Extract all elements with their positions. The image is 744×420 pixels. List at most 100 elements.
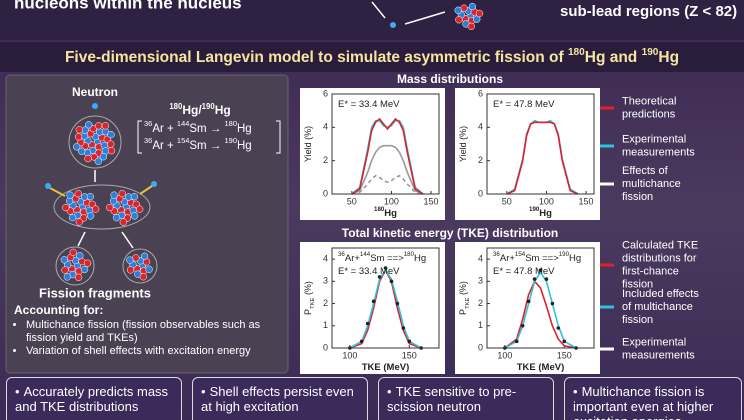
nucleon — [69, 248, 77, 256]
y-tick-label: 1 — [323, 320, 328, 330]
neutron — [92, 103, 98, 109]
nucleon — [130, 212, 139, 220]
nucleon — [140, 252, 149, 260]
legend-line: fission — [622, 278, 653, 290]
nucleon — [66, 191, 74, 199]
conclusion: TKE sensitive to pre-scission neutron — [378, 377, 554, 420]
reaction: 36Ar + 154Sm → 190Hg — [144, 136, 252, 152]
arrow — [121, 231, 134, 249]
scission-outline — [53, 184, 151, 230]
series-line — [506, 121, 579, 195]
legend-line: Calculated TKE — [622, 239, 698, 251]
data-point — [532, 277, 537, 281]
neutron-path — [139, 185, 153, 195]
y-tick-label: 1 — [478, 320, 483, 330]
text-part: Hg — [414, 253, 426, 264]
y-tick-label: 6 — [478, 88, 483, 98]
data-point — [550, 301, 555, 306]
x-axis-label: TKE (MeV) — [517, 362, 565, 373]
x-tick-label: 100 — [384, 196, 399, 206]
neutron-path — [49, 187, 66, 197]
neutron — [390, 22, 396, 28]
data-point — [526, 299, 531, 304]
nucleon — [99, 153, 108, 161]
series-line — [351, 144, 424, 195]
legend-line: Experimental — [622, 336, 686, 348]
text-part: 190 — [529, 206, 540, 213]
data-point — [365, 321, 370, 326]
nucleon — [467, 22, 475, 31]
neutron — [151, 181, 157, 187]
conclusion: Multichance fission is important even at… — [564, 377, 742, 420]
nucleon — [63, 273, 71, 281]
nucleon — [94, 122, 103, 130]
nucleon — [119, 218, 127, 226]
legend-line: Theoretical — [622, 95, 676, 107]
x-axis-label: TKE (MeV) — [362, 362, 410, 373]
text-part: Yield (%) — [458, 126, 468, 162]
nucleon — [68, 213, 77, 222]
accounting-title: Accounting for: — [14, 303, 104, 317]
conclusion: Shell effects persist even at high excit… — [192, 377, 368, 420]
nucleon — [454, 6, 462, 14]
data-point — [395, 301, 400, 306]
y-axis-label: Yield (%) — [458, 126, 468, 162]
y-tick-label: 2 — [323, 298, 328, 308]
text-part: 154 — [515, 251, 526, 258]
nucleon — [74, 273, 83, 281]
y-tick-label: 2 — [323, 155, 328, 165]
nucleon — [126, 256, 134, 264]
y-tick-label: 0 — [323, 342, 328, 352]
arrow — [371, 1, 386, 19]
legend-line: Effects of — [622, 165, 669, 177]
legend-line: distributions for — [622, 252, 697, 264]
nucleon — [94, 157, 102, 165]
nucleon — [145, 265, 153, 273]
nucleon — [92, 205, 100, 213]
y-tick-label: 3 — [478, 276, 483, 286]
data-point — [383, 266, 388, 270]
title: Five-dimensional Langevin model to simul… — [65, 47, 679, 66]
text-part: E* = 33.4 MeV — [338, 266, 400, 277]
text-part: Sm ==> — [370, 253, 404, 264]
text-part: Ar+ — [345, 253, 361, 264]
nucleon — [110, 191, 118, 199]
text-part: 180 — [169, 102, 183, 111]
plot-frame — [331, 247, 440, 349]
legend-line: of multichance — [622, 301, 693, 313]
text-part: Ar + — [152, 123, 177, 135]
nucleon — [84, 154, 92, 163]
text-part: E* = 33.4 MeV — [338, 99, 400, 110]
y-tick-label: 6 — [323, 88, 328, 98]
legend-label: Effects of multichance fission — [622, 165, 681, 203]
x-tick-label: 50 — [347, 196, 357, 206]
text-part: 36 — [144, 119, 152, 128]
legend-line: measurements — [622, 349, 695, 361]
text-part: 190 — [559, 251, 570, 258]
text-part: TKE (MeV) — [362, 362, 410, 373]
legend-line: Experimental — [622, 133, 686, 145]
conclusion: Accurately predicts mass and TKE distrib… — [6, 377, 182, 420]
text-part: (%) — [458, 281, 468, 298]
nucleon — [468, 2, 477, 11]
annotation: E* = 33.4 MeV — [338, 99, 400, 110]
title-band — [0, 42, 744, 72]
fragments-label: Fission fragments — [39, 285, 151, 300]
x-tick-label: 150 — [579, 196, 594, 206]
header-right: sub-lead regions (Z < 82) — [560, 3, 737, 20]
data-point — [562, 339, 567, 344]
series-line — [504, 270, 577, 349]
text-part: TKE — [310, 297, 316, 308]
bracket — [276, 120, 281, 154]
mass-title: Mass distributions — [397, 72, 503, 86]
neutron — [45, 183, 51, 189]
text-part: 190 — [202, 102, 216, 111]
nucleon — [130, 192, 139, 201]
y-axis-label: PTKE (%) — [303, 281, 315, 315]
nucleon — [475, 9, 484, 18]
nucleon — [60, 256, 68, 264]
text-part: E* = 47.8 MeV — [493, 99, 555, 110]
arrow — [77, 231, 86, 247]
